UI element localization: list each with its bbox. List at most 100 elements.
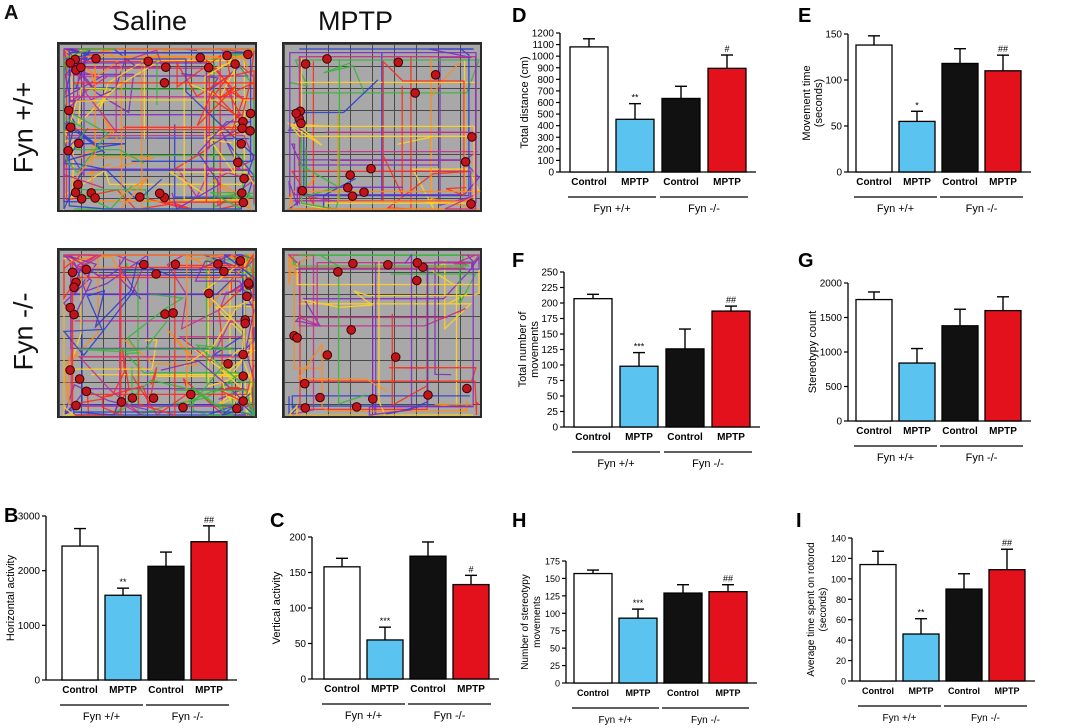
trajectory-plot xyxy=(287,253,481,417)
y-tick-label: 200 xyxy=(537,144,554,155)
bar-control xyxy=(661,97,701,173)
bar-mptp xyxy=(190,541,228,681)
rearing-marker xyxy=(219,266,229,277)
y-tick-label: 100 xyxy=(825,76,842,87)
trajectory-path xyxy=(63,257,158,416)
y-tick-label: 0 xyxy=(836,168,842,179)
y-tick-label: 2000 xyxy=(820,279,843,290)
significance-mark: * xyxy=(915,100,919,110)
rearing-marker xyxy=(160,309,170,319)
y-tick-label: 175 xyxy=(545,557,560,567)
y-tick-label: 0 xyxy=(836,417,842,428)
y-tick-label: 40 xyxy=(836,636,846,646)
bar-control xyxy=(855,44,893,173)
rearing-marker xyxy=(63,145,73,156)
rearing-marker xyxy=(238,371,248,381)
rearing-marker xyxy=(222,50,232,61)
bar-mptp xyxy=(984,309,1022,422)
bar-mptp xyxy=(711,310,751,428)
chart-panel-c: C 0 50 100 150 200 Vertical activity Control ***… xyxy=(270,510,499,722)
rearing-marker xyxy=(139,259,149,270)
y-tick-label: 0 xyxy=(555,679,560,689)
y-tick-label: 20 xyxy=(836,656,846,666)
significance-mark: *** xyxy=(634,342,645,352)
category-label: MPTP xyxy=(371,684,399,695)
trajectory-path xyxy=(69,48,255,171)
rearing-marker xyxy=(292,333,302,343)
category-label: Control xyxy=(942,426,978,437)
bar-control xyxy=(569,46,609,173)
panel-letter-a: A xyxy=(4,2,19,24)
rearing-marker xyxy=(240,318,250,329)
y-tick-label: 800 xyxy=(537,75,554,86)
group-label: Fyn +/+ xyxy=(883,713,917,724)
group-label: Fyn +/+ xyxy=(83,711,120,723)
category-label: MPTP xyxy=(989,426,1017,437)
trajectory-path xyxy=(297,260,473,409)
category-label: Control xyxy=(948,686,980,696)
category-label: Control xyxy=(410,684,446,695)
y-tick-label: 900 xyxy=(537,63,554,74)
trajectory-path xyxy=(300,367,480,416)
rearing-marker xyxy=(243,49,253,60)
panel-letter: G xyxy=(798,250,814,272)
bar-mptp xyxy=(452,583,490,680)
rearing-marker xyxy=(245,126,255,136)
bar-mptp xyxy=(104,594,142,681)
category-label: Control xyxy=(62,685,98,696)
rearing-marker xyxy=(73,138,84,149)
rearing-marker xyxy=(351,402,362,412)
rearing-marker xyxy=(203,62,214,73)
significance-mark: # xyxy=(724,44,729,54)
y-tick-label: 80 xyxy=(836,595,846,605)
category-label: Control xyxy=(571,177,607,188)
trajectory-path xyxy=(62,101,163,202)
y-tick-label: 100 xyxy=(541,361,558,372)
rearing-marker xyxy=(81,264,92,275)
category-label: Control xyxy=(942,177,978,188)
panel-letter: B xyxy=(4,505,18,527)
y-tick-label: 60 xyxy=(836,615,846,625)
bar-control xyxy=(409,555,447,680)
group-label: Fyn -/- xyxy=(966,203,998,215)
rearing-marker xyxy=(322,54,332,64)
significance-mark: ** xyxy=(917,608,925,618)
group-label: Fyn -/- xyxy=(688,203,720,215)
category-label: MPTP xyxy=(994,686,1019,696)
bar-control xyxy=(147,565,185,681)
group-label: Fyn +/+ xyxy=(597,458,634,470)
bar-control xyxy=(323,566,361,680)
y-tick-label: 400 xyxy=(537,121,554,132)
trajectory-path xyxy=(299,265,466,411)
rearing-marker xyxy=(346,325,356,335)
significance-mark: *** xyxy=(380,616,391,626)
rearing-marker xyxy=(343,182,353,193)
group-label: Fyn +/+ xyxy=(345,710,382,722)
rearing-marker xyxy=(81,386,92,397)
panel-letter: D xyxy=(512,5,526,27)
significance-mark: # xyxy=(468,564,473,574)
rearing-marker xyxy=(65,122,76,132)
trajectory-path xyxy=(287,254,466,416)
column-label-mptp: MPTP xyxy=(318,6,394,36)
significance-mark: *** xyxy=(633,598,644,608)
y-tick-label: 150 xyxy=(289,568,306,579)
y-tick-label: 600 xyxy=(537,98,554,109)
bar-mptp xyxy=(618,617,658,684)
chart-panel-f: F 0 25 50 75 100 125 150 175 200 225 250 Total numbe… xyxy=(512,250,760,470)
rearing-marker xyxy=(64,105,74,116)
category-label: MPTP xyxy=(908,686,933,696)
rearing-marker xyxy=(297,185,308,196)
trajectory-path xyxy=(77,59,246,201)
rearing-marker xyxy=(291,108,301,119)
rearing-marker xyxy=(232,403,242,414)
rearing-marker xyxy=(368,394,378,404)
rearing-marker xyxy=(348,258,358,269)
category-label: Control xyxy=(575,432,611,443)
y-tick-label: 0 xyxy=(34,676,40,687)
trajectory-path xyxy=(71,252,254,416)
rearing-marker xyxy=(76,62,86,73)
rearing-marker xyxy=(69,309,79,320)
y-tick-label: 150 xyxy=(541,330,558,341)
